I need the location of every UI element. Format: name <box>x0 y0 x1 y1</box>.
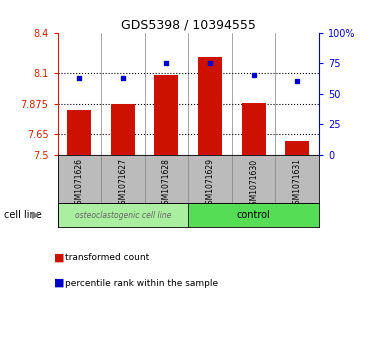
Bar <box>242 103 266 155</box>
Text: GSM1071629: GSM1071629 <box>206 158 214 209</box>
Text: GSM1071630: GSM1071630 <box>249 158 258 209</box>
Text: cell line: cell line <box>4 210 42 220</box>
Text: transformed count: transformed count <box>65 253 149 262</box>
Text: osteoclastogenic cell line: osteoclastogenic cell line <box>75 211 171 220</box>
Bar <box>285 141 309 155</box>
Bar <box>67 110 91 155</box>
Bar <box>188 203 319 227</box>
Text: GSM1071631: GSM1071631 <box>293 158 302 209</box>
Text: GSM1071627: GSM1071627 <box>118 158 127 209</box>
Bar <box>58 203 188 227</box>
Bar <box>198 57 222 155</box>
Text: GSM1071628: GSM1071628 <box>162 158 171 209</box>
Title: GDS5398 / 10394555: GDS5398 / 10394555 <box>121 19 256 32</box>
Text: ▶: ▶ <box>32 210 39 220</box>
Bar <box>154 75 178 155</box>
Text: ■: ■ <box>54 253 64 263</box>
Text: ■: ■ <box>54 278 64 288</box>
Text: control: control <box>237 210 270 220</box>
Text: GSM1071626: GSM1071626 <box>75 158 84 209</box>
Bar <box>111 104 135 155</box>
Text: percentile rank within the sample: percentile rank within the sample <box>65 279 218 287</box>
